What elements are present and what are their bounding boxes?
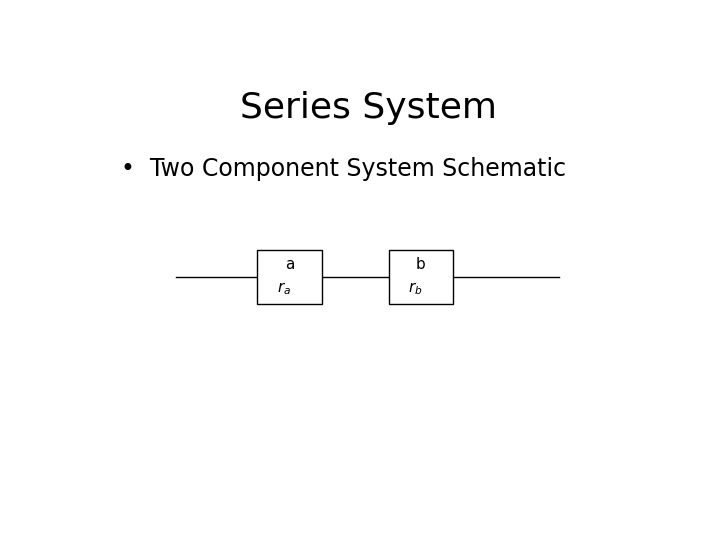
Text: Series System: Series System	[240, 91, 498, 125]
Bar	[389, 250, 453, 304]
Text: b: b	[415, 258, 426, 273]
Text: $r_a$: $r_a$	[277, 280, 292, 297]
Text: a: a	[285, 258, 294, 273]
Text: •  Two Component System Schematic: • Two Component System Schematic	[121, 157, 566, 181]
Text: $r_b$: $r_b$	[408, 280, 423, 297]
Bar	[258, 250, 322, 304]
